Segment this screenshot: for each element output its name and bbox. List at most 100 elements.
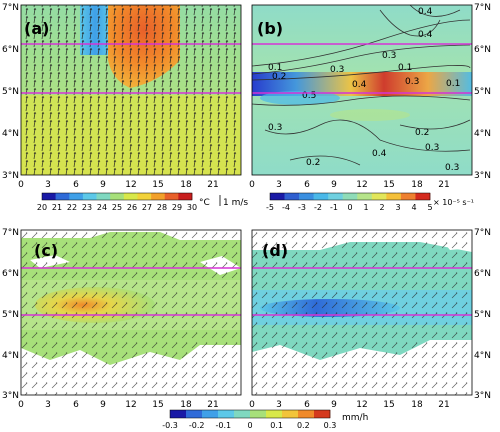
svg-text:18: 18: [411, 400, 423, 410]
colorbar-temperature-swatch: [123, 193, 138, 200]
contour-labels: 0.4 0.4 0.3 0.1 0.2 0.3 0.1 0.4 0.3 0.2 …: [268, 7, 460, 173]
colorbar-rain-tick-label: -0.2: [189, 421, 205, 430]
x-axis-a: 0 3 6 9 12 15 18 21: [18, 180, 219, 190]
colorbar-rain-swatch: [314, 410, 331, 418]
svg-text:9: 9: [100, 180, 106, 190]
svg-text:7°N: 7°N: [474, 3, 491, 13]
svg-text:15: 15: [383, 180, 394, 190]
svg-text:0.4: 0.4: [418, 30, 433, 40]
svg-text:6°N: 6°N: [2, 269, 19, 279]
colorbar-temperature-tick-label: 26: [127, 203, 137, 212]
colorbar-vorticity-swatch: [270, 193, 285, 200]
svg-text:0.4: 0.4: [352, 80, 367, 90]
panel-a-label: (a): [24, 19, 49, 38]
contours: [252, 5, 471, 166]
panel-b-label: (b): [257, 19, 283, 38]
colorbar-temperature-swatch: [110, 193, 125, 200]
svg-text:18: 18: [411, 180, 423, 190]
svg-text:12: 12: [125, 180, 136, 190]
panel-b-frame: [251, 4, 473, 176]
colorbar-vorticity-tick-label: -2: [314, 203, 322, 212]
colorbar-temperature: 20 21 22 23 24 25 26 27 28 29 30 °C 1 m/s: [37, 192, 248, 212]
svg-text:6°N: 6°N: [474, 269, 491, 279]
colorbar-rain-tick-label: 0.3: [324, 421, 337, 430]
svg-text:3: 3: [276, 180, 282, 190]
y-axis-right-bottom: 7°N 6°N 5°N 4°N 3°N: [474, 228, 491, 401]
svg-text:0.3: 0.3: [330, 65, 344, 75]
svg-text:3°N: 3°N: [2, 171, 19, 181]
svg-text:18: 18: [180, 180, 192, 190]
x-axis-b: 0 3 6 9 12 15 18 21: [249, 180, 450, 190]
colorbar-temperature-tick-label: 22: [67, 203, 77, 212]
colorbar-temperature-swatch: [96, 193, 111, 200]
svg-text:5°N: 5°N: [474, 310, 491, 320]
colorbar-vorticity-swatch: [299, 193, 314, 200]
colorbar-temperature-tick-label: 30: [187, 203, 197, 212]
colorbar-temperature-tick-label: 24: [97, 203, 107, 212]
svg-text:12: 12: [125, 400, 136, 410]
svg-text:0.3: 0.3: [382, 51, 396, 61]
colorbar-vorticity-tick-label: -1: [330, 203, 338, 212]
svg-text:6: 6: [304, 180, 310, 190]
panel-c-label: (c): [34, 241, 58, 260]
svg-text:0: 0: [18, 180, 24, 190]
svg-text:3: 3: [45, 180, 51, 190]
colorbar-rain-tick-label: 0.1: [270, 421, 283, 430]
svg-text:6°N: 6°N: [474, 45, 491, 55]
panel-d-label: (d): [262, 241, 288, 260]
colorbar-vorticity: -5 -4 -3 -2 -1 0 1 2 3 4 5 × 10⁻⁵ s⁻¹: [266, 192, 474, 212]
colorbar-temperature-swatch: [82, 193, 97, 200]
colorbar-temperature-swatch: [137, 193, 152, 200]
panel-c: [21, 230, 241, 395]
colorbar-temperature-tick-label: 25: [112, 203, 122, 212]
colorbar-vorticity-tick-label: 4: [411, 203, 416, 212]
colorbar-temperature-tick-label: 28: [157, 203, 167, 212]
colorbar-vorticity-swatch: [400, 193, 416, 200]
colorbar-rain-swatch: [266, 410, 283, 418]
colorbar-rain-tick-label: -0.1: [216, 421, 232, 430]
x-axis-d: 0 3 6 9 12 15 18 21: [249, 400, 450, 410]
colorbar-rain-swatch: [170, 410, 187, 418]
colorbar-vorticity-tick-label: -3: [298, 203, 306, 212]
panel-a-frame: [20, 4, 242, 176]
svg-text:0.3: 0.3: [425, 143, 439, 153]
svg-text:0.2: 0.2: [272, 72, 286, 82]
svg-text:6: 6: [73, 400, 79, 410]
panel-b: 0.4 0.4 0.3 0.1 0.2 0.3 0.1 0.4 0.3 0.2 …: [252, 5, 472, 175]
svg-text:0: 0: [249, 400, 255, 410]
colorbar-rain-frame: [169, 409, 331, 419]
colorbar-vorticity-frame: [269, 192, 431, 201]
colorbar-temperature-swatch: [151, 193, 166, 200]
colorbar-vorticity-swatch: [313, 193, 329, 200]
colorbar-temperature-swatch: [55, 193, 70, 200]
colorbar-rain-swatch: [234, 410, 251, 418]
vector-key-label: 1 m/s: [223, 198, 248, 208]
svg-text:3: 3: [45, 400, 51, 410]
panel-a: [21, 5, 241, 175]
svg-text:6: 6: [304, 400, 310, 410]
colorbar-vorticity-tick-label: 5: [427, 203, 432, 212]
colorbar-vorticity-tick-label: 2: [379, 203, 384, 212]
colorbar-rain-swatch: [186, 410, 203, 418]
colorbar-rain-unit: mm/h: [342, 413, 368, 423]
y-axis-left-top: 7°N 6°N 5°N 4°N 3°N: [2, 3, 19, 181]
svg-text:5°N: 5°N: [474, 87, 491, 97]
svg-text:0.3: 0.3: [445, 163, 459, 173]
svg-text:0.5: 0.5: [302, 91, 316, 101]
colorbar-vorticity-swatch: [342, 193, 358, 200]
svg-text:7°N: 7°N: [474, 228, 491, 238]
svg-text:4°N: 4°N: [2, 351, 19, 361]
colorbar-temperature-swatch: [164, 193, 179, 200]
svg-text:0.4: 0.4: [418, 7, 433, 17]
svg-text:18: 18: [180, 400, 192, 410]
svg-text:7°N: 7°N: [2, 3, 19, 13]
svg-text:4°N: 4°N: [2, 129, 19, 139]
svg-text:0.1: 0.1: [268, 63, 282, 73]
svg-text:9: 9: [100, 400, 106, 410]
svg-text:0.2: 0.2: [306, 158, 320, 168]
colorbar-vorticity-unit: × 10⁻⁵ s⁻¹: [433, 198, 474, 207]
colorbar-temperature-tick-label: 27: [142, 203, 152, 212]
x-axis-c: 0 3 6 9 12 15 18 21: [18, 400, 219, 410]
svg-text:21: 21: [207, 400, 218, 410]
colorbar-temperature-tick-label: 20: [37, 203, 47, 212]
